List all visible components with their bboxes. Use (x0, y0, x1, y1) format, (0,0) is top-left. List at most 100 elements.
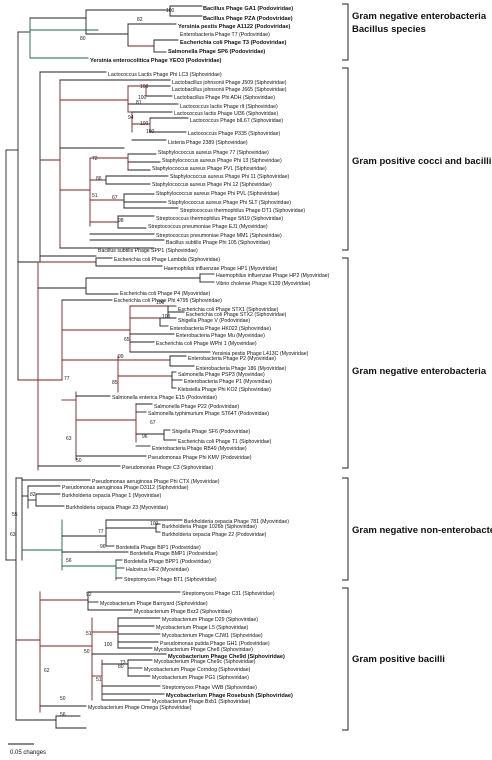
leaf-label: Escherichia coli Phage WPhi 1 (Myovirida… (156, 341, 257, 347)
bootstrap-value: 50 (76, 458, 82, 464)
leaf-label: Streptococcus thermophilus Phage Sfi19 (… (156, 216, 283, 222)
leaf-label: Staphylococcus aureus Phage Phi PVL (Sip… (156, 191, 280, 197)
bootstrap-value: 63 (10, 532, 16, 538)
bootstrap-value: 56 (66, 558, 72, 564)
leaf-label: Enterobacteria Phage RB49 (Myoviridae) (152, 446, 247, 452)
leaf-label: Bacillus subtilis Phage Phi 105 (Siphovi… (166, 240, 270, 246)
leaf-label: Mycobacterium Phage Barnyard (Siphovirid… (100, 601, 208, 607)
scale-bar-label: 0.05 changes (10, 750, 46, 756)
leaf-label: Bacillus Phage GA1 (Podoviridae) (203, 6, 293, 12)
bootstrap-value: 50 (60, 696, 66, 702)
leaf-label: Enterobacteria Phage T7 (Podoviridae) (180, 32, 270, 38)
bootstrap-value: 100 (104, 642, 113, 648)
leaf-label: Streptococcus pneumoniae Phage EJ1 (Myov… (148, 224, 268, 230)
leaf-label: Mycobacterium Phage Corndog (Siphovirida… (144, 667, 251, 673)
leaf-label: Staphylococcus aureus Phage 77 (Siphovir… (158, 150, 269, 156)
bootstrap-value: 72 (92, 156, 98, 162)
bootstrap-value: 50 (84, 649, 90, 655)
leaf-label: Streptomyces Phage C31 (Siphoviridae) (182, 591, 275, 597)
bootstrap-value: 62 (44, 668, 50, 674)
leaf-label: Haemophilus influenzae Phage HP2 (Myovir… (216, 273, 330, 279)
leaf-label: Staphylococcus aureus Phage Phi SLT (Sip… (168, 200, 291, 206)
bootstrap-value: 77 (98, 529, 104, 535)
bootstrap-value: 82 (30, 492, 36, 498)
leaf-label: Klebsiella Phage Phi KO2 (Siphoviridae) (178, 387, 271, 393)
clade-brackets (342, 4, 348, 730)
bootstrap-value: 96 (142, 434, 148, 440)
leaf-label: Vibrio cholerae Phage K139 (Myoviridae) (216, 281, 311, 287)
leaf-label: Salmonella enterica Phage E15 (Podovirid… (112, 395, 217, 401)
bootstrap-value: 55 (12, 512, 18, 518)
bootstrap-value: 51 (92, 193, 98, 199)
leaf-label: Lactococcus lactis Phage Ul36 (Siphoviri… (174, 111, 278, 117)
leaf-label: Enterobacteria Phage P1 (Myoviridae) (184, 379, 272, 385)
bootstrap-value: 77 (64, 376, 70, 382)
leaf-label: Streptococcus pneumoniae Phage MM1 (Siph… (156, 233, 282, 239)
bootstrap-value: 96 (100, 544, 106, 550)
bootstrap-value: 67 (112, 195, 118, 201)
leaf-label: Bacillus subtilis Phage SPP1 (Siphovirid… (98, 248, 198, 254)
group-label-1: Gram negative enterobacteria (352, 11, 487, 22)
bootstrap-value: 81 (136, 100, 142, 106)
leaf-label: Salmonella Phage SP6 (Podoviridae) (168, 49, 265, 55)
leaf-label: Lactobacillus johnsonii Phage J665 (Siph… (172, 87, 287, 93)
leaf-label: Escherichia coli Phage T3 (Podoviridae) (180, 40, 286, 46)
leaf-label: Salmonella typhimurium Phage ST64T (Podo… (148, 411, 269, 417)
leaf-label: Mycobacterium Phage Omega (Siphoviridae) (88, 705, 192, 711)
bootstrap-value: 100 (162, 314, 171, 320)
bootstrap-value: 85 (112, 380, 118, 386)
leaf-label: Listeria Phage 2389 (Siphoviridae) (168, 140, 248, 146)
leaf-label: Mycobacterium Phage L5 (Siphoviridae) (156, 625, 249, 631)
leaf-label: Bordetella Phage BPP1 (Podoviridae) (124, 559, 211, 565)
leaf-label: Lactobacillus Phage Phi ADH (Siphovirida… (174, 95, 275, 101)
bootstrap-value: 98 (118, 218, 124, 224)
leaf-label: Bordetella Phage BMP1 (Podoviridae) (130, 551, 218, 557)
leaf-label: Salmonella Phage P22 (Podoviridae) (154, 404, 239, 410)
leaf-label: Pseudomonas Phage Phi KMV (Podoviridae) (148, 455, 252, 461)
leaf-label: Burkholderia cepacia Phage 23 (Myovirida… (66, 505, 168, 511)
leaf-label: Burkholderia cepacia Phage 22 (Podovirid… (162, 532, 267, 538)
leaf-label: Mycobacterium Phage PG1 (Siphoviridae) (152, 675, 249, 681)
leaf-label: Enterobacteria Phage HK022 (Siphoviridae… (170, 326, 271, 332)
leaf-label: Staphylococcus aureus Phage Phi 12 (Siph… (152, 182, 272, 188)
bootstrap-value: 65 (124, 337, 130, 343)
bootstrap-value: 92 (86, 592, 92, 598)
leaf-label: Yersinia pestis Phage A1122 (Podoviridae… (178, 24, 290, 30)
group-label-3: Gram negative enterobacteria (352, 366, 487, 377)
leaf-label: Mycobacterium Phage Che9c (Siphoviridae) (154, 659, 256, 665)
leaf-label: Bacillus Phage PZA (Podoviridae) (203, 16, 293, 22)
bootstrap-value: 99 (118, 354, 124, 360)
bootstrap-value: 63 (66, 436, 72, 442)
leaf-label: Lactococcus Phage bIL67 (Siphoviridae) (190, 118, 283, 124)
leaf-label: Escherichia coli Phage T1 (Siphoviridae) (178, 439, 272, 445)
bootstrap-value: 51 (86, 631, 92, 637)
leaf-label: Mycobacterium Phage D29 (Siphoviridae) (162, 617, 258, 623)
group-label-5: Gram positive bacilli (352, 654, 445, 665)
leaf-label: Staphylococcus aureus Phage Phi 13 (Siph… (162, 158, 282, 164)
group-label-2: Gram positive cocci and bacilli (352, 156, 491, 167)
leaf-label: Shigella Phage SF6 (Podoviridae) (172, 429, 250, 435)
scale-bar: 0.05 changes (8, 744, 46, 756)
leaf-label: Mycobacterium Phage Che8 (Siphoviridae) (154, 647, 253, 653)
leaf-label: Yersinia enterocolitica Phage YEO3 (Podo… (90, 58, 222, 64)
leaf-label: Escherichia coli Phage P4 (Myoviridae) (120, 291, 211, 297)
leaf-label: Salmonella Phage PSP3 (Myoviridae) (178, 372, 265, 378)
leaf-label: Mycobacterium Phage Bxz2 (Siphoviridae) (134, 609, 232, 615)
group-label-4: Gram negative non-enterobacteria (352, 525, 492, 536)
group-labels: Gram negative enterobacteria Bacillus sp… (352, 11, 492, 665)
bootstrap-value: 51 (96, 677, 102, 683)
bootstrap-value: 82 (137, 17, 143, 23)
leaf-label: Streptomyces Phage VWB (Siphoviridae) (162, 685, 257, 691)
bootstrap-value: 100 (150, 521, 159, 527)
leaf-label: Streptomyces Phage BT1 (Siphoviridae) (124, 577, 217, 583)
leaf-label: Escherichia coli Phage Lambda (Siphoviri… (114, 257, 220, 263)
group-label-1-line-2: Bacillus species (352, 24, 426, 35)
leaf-label: Staphylococcus aureus Phage Phi 11 (Siph… (170, 174, 290, 180)
leaf-label: Pseudomonas Phage C3 (Siphoviridae) (122, 465, 213, 471)
leaf-labels: Bacillus Phage GA1 (Podoviridae) Bacillus… (62, 6, 330, 711)
leaf-label: Lactococcus Phage P335 (Siphoviridae) (188, 131, 281, 137)
leaf-label: Enterobacteria Phage P2 (Myoviridae) (188, 356, 276, 362)
bootstrap-value: 100 (156, 300, 165, 306)
leaf-label: Shigella Phage V (Podoviridae) (178, 318, 250, 324)
